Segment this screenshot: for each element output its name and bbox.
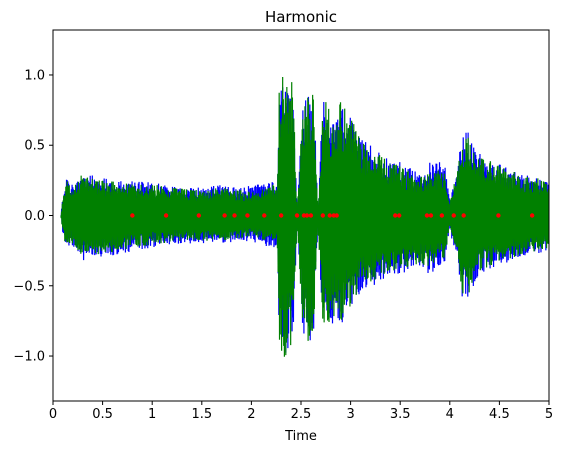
marker-point-2 — [163, 213, 169, 218]
chart-title: Harmonic — [265, 8, 337, 26]
x-tick-label: 5 — [545, 407, 553, 422]
x-tick-label: 1.5 — [191, 407, 212, 422]
marker-point-24 — [496, 213, 501, 218]
marker-point-13 — [320, 213, 326, 218]
marker-point-18 — [397, 213, 402, 218]
marker-point-9 — [294, 213, 300, 218]
x-tick-label: 4 — [446, 407, 454, 422]
marker-point-4 — [222, 213, 227, 218]
x-tick-label: 3 — [346, 407, 354, 422]
marker-point-12 — [308, 213, 314, 218]
marker-point-17 — [393, 213, 398, 218]
marker-point-8 — [278, 213, 284, 218]
x-tick-label: 1 — [148, 407, 156, 422]
x-tick-label: 2 — [247, 407, 255, 422]
x-tick-label: 2.5 — [291, 407, 312, 422]
marker-point-3 — [196, 213, 202, 218]
marker-point-22 — [451, 213, 456, 218]
marker-point-21 — [439, 213, 445, 218]
marker-point-20 — [428, 213, 434, 218]
y-tick-label: 1.0 — [24, 68, 45, 83]
marker-point-11 — [304, 213, 310, 218]
marker-point-6 — [245, 213, 250, 218]
marker-point-16 — [334, 213, 339, 218]
y-tick-label: −1.0 — [13, 350, 45, 365]
y-tick-label: 0.5 — [24, 139, 45, 154]
y-tick-label: 0.0 — [24, 209, 45, 224]
x-axis-label: Time — [284, 429, 317, 444]
x-tick-label: 3.5 — [390, 407, 411, 422]
marker-point-7 — [262, 213, 267, 218]
plot-area — [60, 76, 549, 357]
marker-point-23 — [461, 213, 466, 218]
marker-point-1 — [130, 213, 135, 218]
marker-point-14 — [327, 213, 332, 218]
x-tick-label: 4.5 — [489, 407, 510, 422]
marker-point-19 — [424, 213, 430, 218]
marker-point-5 — [232, 213, 237, 218]
x-tick-label: 0.5 — [92, 407, 113, 422]
marker-point-25 — [529, 213, 535, 218]
series-line-2 — [60, 76, 549, 357]
x-tick-label: 0 — [49, 407, 57, 422]
y-tick-label: −0.5 — [13, 279, 45, 294]
